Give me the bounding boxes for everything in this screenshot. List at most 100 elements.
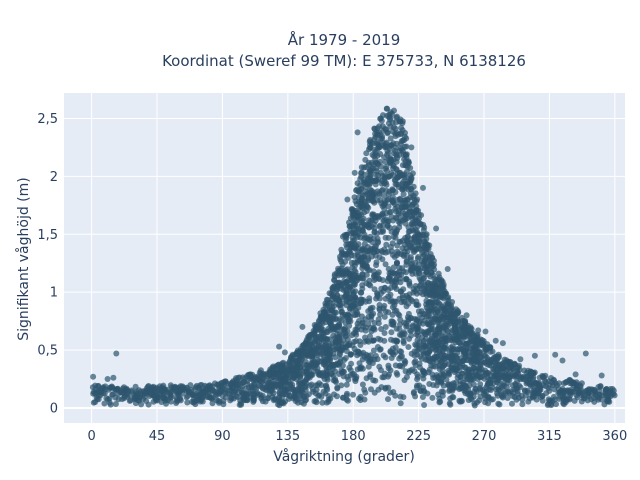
data-point bbox=[426, 381, 433, 387]
x-tick-label: 270 bbox=[472, 429, 497, 444]
data-point bbox=[389, 240, 396, 247]
data-point bbox=[316, 358, 323, 365]
data-point bbox=[418, 242, 425, 249]
data-point bbox=[267, 388, 274, 394]
data-point bbox=[519, 396, 526, 403]
data-point bbox=[427, 302, 434, 309]
data-point bbox=[322, 303, 329, 310]
data-point bbox=[101, 400, 108, 407]
data-point bbox=[324, 329, 331, 336]
data-point bbox=[377, 135, 384, 142]
data-point bbox=[397, 316, 404, 323]
y-tick-label: 1 bbox=[50, 286, 58, 301]
y-tick-label: 2,5 bbox=[37, 112, 58, 127]
data-point bbox=[389, 304, 396, 311]
data-point bbox=[361, 241, 368, 248]
data-point bbox=[399, 127, 406, 134]
data-point bbox=[449, 365, 456, 372]
data-point bbox=[416, 274, 423, 281]
data-point bbox=[457, 398, 464, 405]
data-point bbox=[280, 378, 287, 385]
data-point bbox=[356, 213, 363, 220]
data-point bbox=[364, 191, 371, 198]
data-point bbox=[344, 290, 350, 297]
data-point bbox=[332, 338, 339, 345]
data-point bbox=[168, 388, 174, 395]
data-point bbox=[388, 336, 394, 343]
data-point bbox=[385, 203, 392, 210]
data-point bbox=[331, 283, 338, 290]
data-point bbox=[358, 185, 365, 192]
data-point bbox=[326, 341, 333, 348]
data-point bbox=[482, 399, 489, 406]
data-point bbox=[542, 383, 549, 390]
data-point bbox=[359, 365, 366, 372]
data-point bbox=[348, 277, 354, 283]
data-point bbox=[601, 401, 608, 408]
data-point bbox=[385, 365, 392, 372]
data-point bbox=[184, 393, 191, 399]
data-point bbox=[387, 135, 394, 142]
data-point bbox=[391, 298, 398, 305]
data-point bbox=[428, 280, 435, 287]
data-point bbox=[370, 325, 377, 332]
data-point bbox=[524, 387, 531, 394]
data-point bbox=[401, 377, 408, 384]
data-point bbox=[395, 181, 402, 188]
data-point bbox=[525, 398, 532, 405]
data-point bbox=[405, 317, 412, 324]
data-point bbox=[287, 380, 294, 387]
data-point bbox=[394, 130, 401, 136]
data-point bbox=[423, 231, 430, 238]
data-point bbox=[393, 325, 400, 332]
data-point bbox=[467, 390, 474, 397]
data-point bbox=[329, 291, 336, 298]
data-point bbox=[446, 388, 453, 394]
data-point bbox=[381, 193, 388, 199]
data-point bbox=[347, 351, 354, 358]
data-point bbox=[403, 269, 410, 276]
data-point bbox=[382, 324, 389, 330]
data-point bbox=[376, 295, 383, 302]
data-point bbox=[235, 374, 242, 381]
data-point bbox=[497, 387, 504, 394]
data-point bbox=[309, 348, 316, 355]
data-point bbox=[590, 395, 597, 401]
data-point bbox=[187, 382, 194, 389]
data-point bbox=[290, 367, 297, 374]
data-point bbox=[390, 321, 396, 328]
data-point bbox=[252, 375, 258, 382]
data-point bbox=[195, 397, 202, 404]
data-point bbox=[345, 254, 352, 261]
data-point bbox=[462, 388, 469, 395]
data-point bbox=[448, 304, 455, 311]
data-point bbox=[399, 199, 406, 206]
data-point bbox=[275, 378, 282, 385]
y-tick-label: 0 bbox=[50, 401, 58, 416]
data-point bbox=[316, 392, 323, 399]
data-point bbox=[330, 372, 337, 379]
data-point bbox=[459, 362, 466, 369]
data-point bbox=[348, 360, 355, 367]
data-point bbox=[409, 270, 416, 277]
data-point bbox=[374, 230, 380, 237]
data-point bbox=[351, 237, 358, 244]
data-point bbox=[385, 120, 392, 127]
data-point bbox=[452, 326, 459, 333]
data-point bbox=[568, 386, 575, 393]
data-point bbox=[398, 138, 405, 145]
data-point bbox=[287, 355, 294, 362]
data-point bbox=[474, 372, 481, 379]
data-point bbox=[397, 400, 404, 407]
data-point bbox=[396, 348, 403, 355]
data-point bbox=[127, 397, 134, 404]
data-point bbox=[306, 341, 313, 348]
data-point bbox=[598, 396, 605, 403]
data-point bbox=[378, 117, 385, 124]
data-point bbox=[354, 186, 360, 193]
data-point bbox=[416, 344, 423, 351]
data-point bbox=[309, 355, 316, 362]
data-point bbox=[336, 371, 342, 377]
data-point bbox=[338, 317, 345, 324]
data-point bbox=[482, 328, 489, 335]
